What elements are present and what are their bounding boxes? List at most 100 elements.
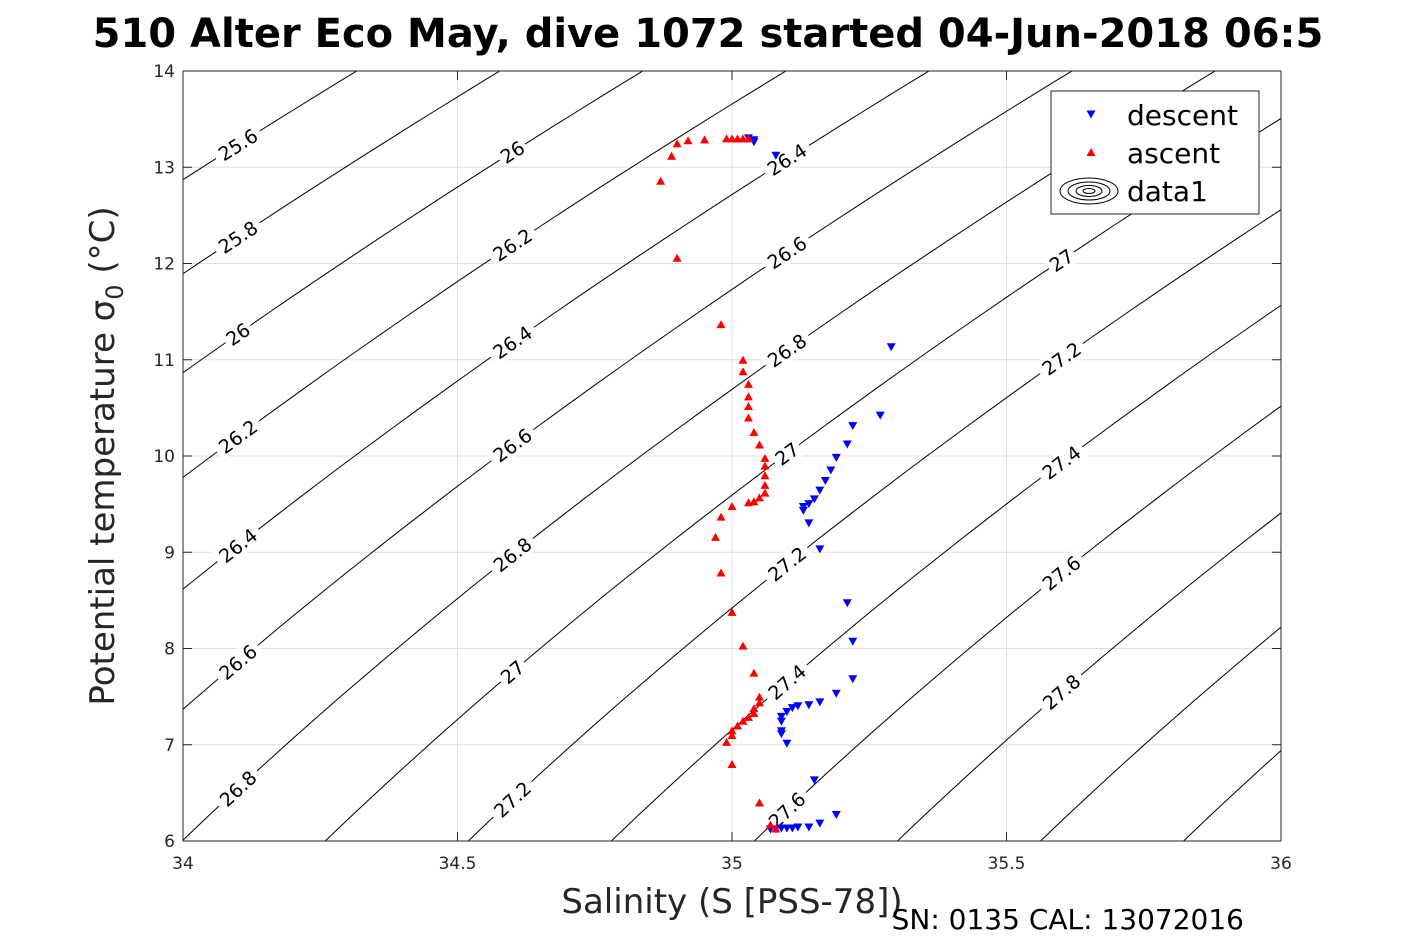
x-axis-ticks: 34 34.5 35 35.5 36: [172, 71, 1292, 874]
ascent-point: [743, 498, 753, 507]
descent-point: [809, 776, 819, 785]
descent-point: [848, 675, 858, 684]
legend-contour-icon: [1059, 177, 1119, 205]
descent-point: [776, 712, 786, 721]
ascent-point: [760, 461, 770, 470]
x-tick-label: 36: [1270, 854, 1292, 874]
ascent-point: [760, 480, 770, 489]
descent-point: [776, 717, 786, 726]
descent-point: [815, 698, 825, 707]
ascent-point: [738, 355, 748, 364]
descent-point: [804, 701, 814, 710]
legend-ascent-label: ascent: [1127, 137, 1220, 170]
descent-point: [804, 500, 814, 509]
legend-ascent-marker: [1086, 148, 1096, 156]
ascent-point: [727, 502, 737, 511]
ascent-point: [760, 488, 770, 497]
y-axis-label-unit: (°C): [83, 206, 123, 284]
y-axis-label: Potential temperature σ0 (°C): [83, 206, 129, 705]
ascent-point: [738, 716, 748, 725]
contour-label-background: [484, 420, 540, 470]
descent-point: [831, 811, 841, 820]
isopycnal-line: [753, 405, 1281, 841]
y-tick-label: 7: [164, 736, 175, 756]
series-ascent: [656, 134, 781, 833]
ascent-point: [754, 798, 764, 807]
y-axis-label-main: Potential temperature σ: [83, 300, 123, 706]
contour-label-background: [493, 134, 531, 170]
ascent-point: [727, 760, 737, 768]
ascent-point: [716, 568, 726, 577]
contour-label-background: [1033, 334, 1089, 383]
ascent-point: [700, 135, 710, 144]
contour-label-background: [759, 326, 815, 375]
ascent-point: [711, 532, 721, 541]
contour-label-background: [1033, 438, 1089, 487]
ascent-point: [716, 512, 726, 521]
descent-point: [886, 343, 896, 352]
legend: descent ascent data1: [1050, 90, 1260, 215]
descent-point: [826, 466, 836, 475]
ascent-point: [727, 607, 737, 616]
legend-descent-label: descent: [1127, 99, 1238, 132]
ascent-point: [743, 401, 753, 410]
contour-label-background: [210, 636, 265, 688]
contour-label-background: [759, 539, 815, 589]
x-tick-label: 35: [721, 854, 743, 874]
ascent-point: [743, 379, 753, 388]
ascent-point: [743, 712, 753, 721]
descent-point: [787, 704, 797, 713]
ascent-point: [743, 134, 753, 143]
ascent-point: [749, 497, 759, 506]
contour-label-background: [210, 121, 266, 168]
ascent-point: [656, 176, 666, 185]
ascent-point: [667, 151, 677, 160]
x-tick-label: 35.5: [988, 854, 1026, 874]
descent-point: [848, 637, 858, 646]
contour-label-background: [484, 221, 541, 269]
x-axis-label: Salinity (S [PSS-78]): [561, 882, 902, 922]
ascent-point: [754, 698, 764, 707]
y-tick-label: 14: [153, 62, 175, 82]
x-tick-label: 34: [172, 854, 194, 874]
contour-label-background: [485, 773, 539, 826]
data-series: [656, 134, 896, 834]
descent-point: [798, 506, 808, 515]
descent-point: [804, 519, 814, 528]
ascent-point: [754, 440, 764, 449]
ascent-point: [749, 704, 759, 713]
descent-point: [831, 453, 841, 462]
isopycnal-line: [183, 71, 644, 374]
descent-point: [782, 708, 792, 717]
isopycnal-line: [1039, 626, 1281, 841]
contour-label-background: [211, 762, 265, 815]
ascent-point: [727, 726, 737, 735]
contour-label-background: [1042, 242, 1080, 278]
contour-label-background: [210, 213, 266, 261]
contour-label-background: [493, 653, 531, 690]
contour-label: 27: [1042, 242, 1080, 278]
contour-label-background: [759, 228, 815, 277]
contour-label-background: [760, 656, 814, 708]
ascent-point: [765, 820, 775, 829]
ascent-point: [732, 721, 742, 730]
ascent-point: [749, 708, 759, 717]
descent-point: [842, 599, 852, 608]
y-tick-label: 9: [164, 543, 175, 563]
ascent-point: [738, 367, 748, 376]
ascent-point: [672, 139, 682, 148]
x-tick-label: 34.5: [439, 854, 477, 874]
y-tick-label: 13: [153, 158, 175, 178]
ascent-point: [743, 392, 753, 401]
ascent-point: [754, 493, 764, 502]
isopycnal-line: [467, 209, 1281, 841]
descent-point: [875, 411, 885, 420]
descent-point: [809, 495, 819, 504]
contour-label-background: [1034, 548, 1089, 598]
descent-point: [831, 689, 841, 698]
descent-point: [804, 823, 814, 832]
y-axis-ticks: 6 7 8 9 10 11 12 13 14: [153, 62, 1281, 852]
descent-point: [771, 151, 781, 160]
isopycnal-line: [896, 512, 1281, 841]
